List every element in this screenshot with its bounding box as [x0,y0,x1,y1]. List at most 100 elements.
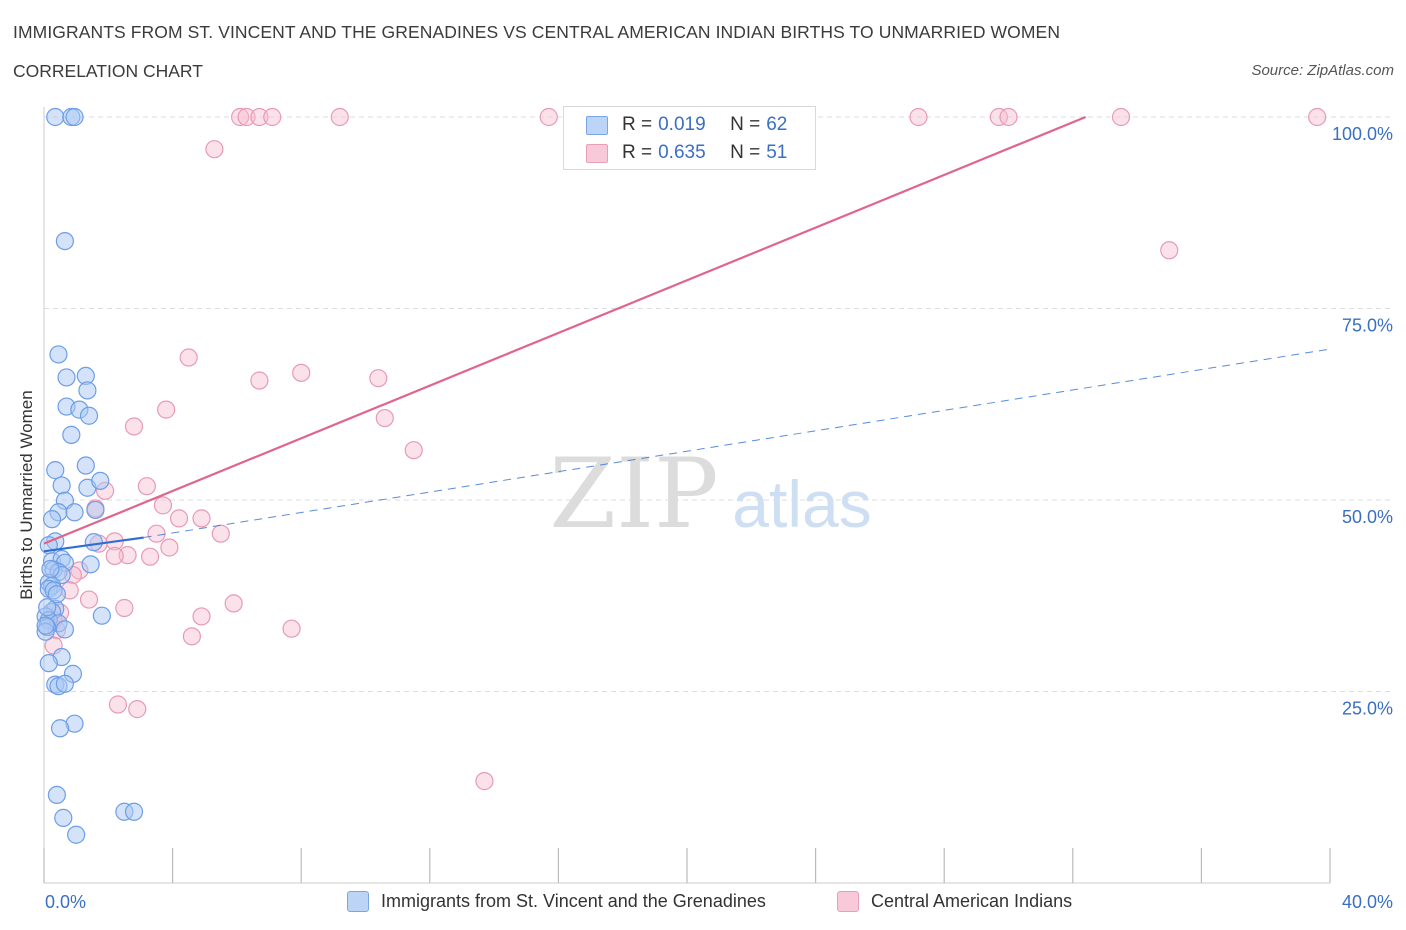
data-point-central-american-indians [375,408,394,428]
data-point-st-vincent-immigrants [79,406,99,425]
data-point-st-vincent-immigrants [42,510,62,529]
gridlines [44,116,1392,692]
bottom-legend-label: Central American Indians [871,890,1073,911]
correlation-legend: R = 0.019 N = 62 R = 0.635 N = 51 [563,106,816,170]
data-point-central-american-indians [231,107,250,127]
trend-line-pink [43,115,1087,545]
data-point-st-vincent-immigrants [55,231,74,251]
data-point-st-vincent-immigrants [46,461,65,480]
legend-r-value: 0.019 [658,114,706,135]
data-point-central-american-indians [282,619,301,638]
data-point-central-american-indians [292,363,311,382]
bottom-legend-item-pink: Central American Indians [837,888,1072,914]
data-point-st-vincent-immigrants [86,500,105,520]
watermark-zip: ZIP [549,438,718,550]
source-credit: Source: ZipAtlas.com [1251,62,1394,79]
data-point-st-vincent-immigrants [46,107,65,127]
data-point-central-american-indians [250,107,269,127]
data-point-st-vincent-immigrants [39,654,58,673]
legend-n-key: N = [730,114,761,135]
data-point-central-american-indians [909,107,928,127]
legend-swatch-pink [586,143,608,163]
data-point-central-american-indians [79,590,99,609]
legend-row-blue: R = 0.019 N = 62 [586,112,787,138]
data-point-central-american-indians [211,524,230,543]
data-point-st-vincent-immigrants [50,719,70,738]
data-point-central-american-indians [192,509,211,528]
legend-r-key: R = [622,114,653,135]
data-point-central-american-indians [475,772,494,791]
data-point-st-vincent-immigrants [65,503,84,522]
series-st-vincent-immigrants [36,107,144,844]
legend-r-key: R = [622,142,653,163]
data-point-central-american-indians [179,348,198,367]
data-point-st-vincent-immigrants [76,456,95,475]
data-point-st-vincent-immigrants [52,476,71,495]
data-point-st-vincent-immigrants [57,368,76,387]
y-tick-label: 75.0% [1342,316,1393,336]
data-point-central-american-indians [118,546,137,565]
axes [43,107,1331,884]
data-point-central-american-indians [1308,107,1327,127]
data-point-central-american-indians [124,417,144,436]
data-point-central-american-indians [369,369,388,388]
tick-labels: 25.0% 50.0% 75.0% 100.0% 0.0% 40.0% [45,124,1393,912]
legend-n-key: N = [730,142,761,163]
y-tick-label: 100.0% [1332,124,1393,144]
data-point-central-american-indians [115,598,134,618]
legend-row-pink: R = 0.635 N = 51 [586,140,787,166]
data-point-central-american-indians [169,509,189,528]
x-tick-label: 40.0% [1342,892,1393,912]
watermark-atlas: atlas [732,467,871,541]
data-point-central-american-indians [263,107,282,127]
bottom-legend-swatch-pink [837,890,859,912]
data-point-st-vincent-immigrants [47,585,66,604]
data-point-st-vincent-immigrants [91,471,110,490]
data-point-central-american-indians [137,477,156,496]
trend-line-blue-projection [143,348,1331,539]
data-point-st-vincent-immigrants [67,825,86,844]
data-point-central-american-indians [1111,107,1131,127]
data-point-central-american-indians [140,547,160,566]
bottom-legend-swatch-blue [347,890,369,912]
data-point-st-vincent-immigrants [36,616,55,635]
watermark: ZIP atlas [549,438,871,550]
data-point-central-american-indians [224,594,243,613]
chart-title: IMMIGRANTS FROM ST. VINCENT AND THE GREN… [13,22,1061,42]
x-tick-label: 0.0% [45,892,86,912]
data-point-central-american-indians [539,107,558,127]
data-point-central-american-indians [250,371,269,390]
data-point-st-vincent-immigrants [55,674,74,693]
data-point-central-american-indians [105,546,124,566]
trend-line-blue [43,536,144,553]
data-point-st-vincent-immigrants [92,606,111,625]
data-point-st-vincent-immigrants [38,598,57,617]
data-point-central-american-indians [1160,241,1179,260]
data-point-central-american-indians [989,107,1008,127]
y-axis-label: Births to Unmarried Women [17,390,36,600]
data-point-central-american-indians [108,695,128,714]
data-point-st-vincent-immigrants [78,381,97,400]
y-tick-label: 25.0% [1342,699,1393,719]
data-point-central-american-indians [330,107,349,127]
data-point-central-american-indians [205,140,224,159]
chart-subtitle: CORRELATION CHART [13,61,203,81]
data-point-st-vincent-immigrants [54,808,73,827]
data-point-central-american-indians [404,441,423,460]
data-point-central-american-indians [153,496,173,515]
data-point-st-vincent-immigrants [84,533,103,552]
data-point-central-american-indians [237,107,256,127]
data-point-central-american-indians [192,607,211,626]
legend-swatch-blue [586,115,608,135]
data-point-st-vincent-immigrants [62,425,81,444]
trend-lines [43,115,1331,553]
data-point-st-vincent-immigrants [124,802,144,821]
data-point-st-vincent-immigrants [81,555,100,574]
bottom-legend-item-blue: Immigrants from St. Vincent and the Gren… [347,888,766,914]
legend-r-value: 0.635 [658,142,706,163]
data-point-st-vincent-immigrants [65,107,84,127]
data-point-st-vincent-immigrants [49,345,68,364]
legend-n-value: 51 [766,142,788,163]
legend-n-value: 62 [766,114,788,135]
